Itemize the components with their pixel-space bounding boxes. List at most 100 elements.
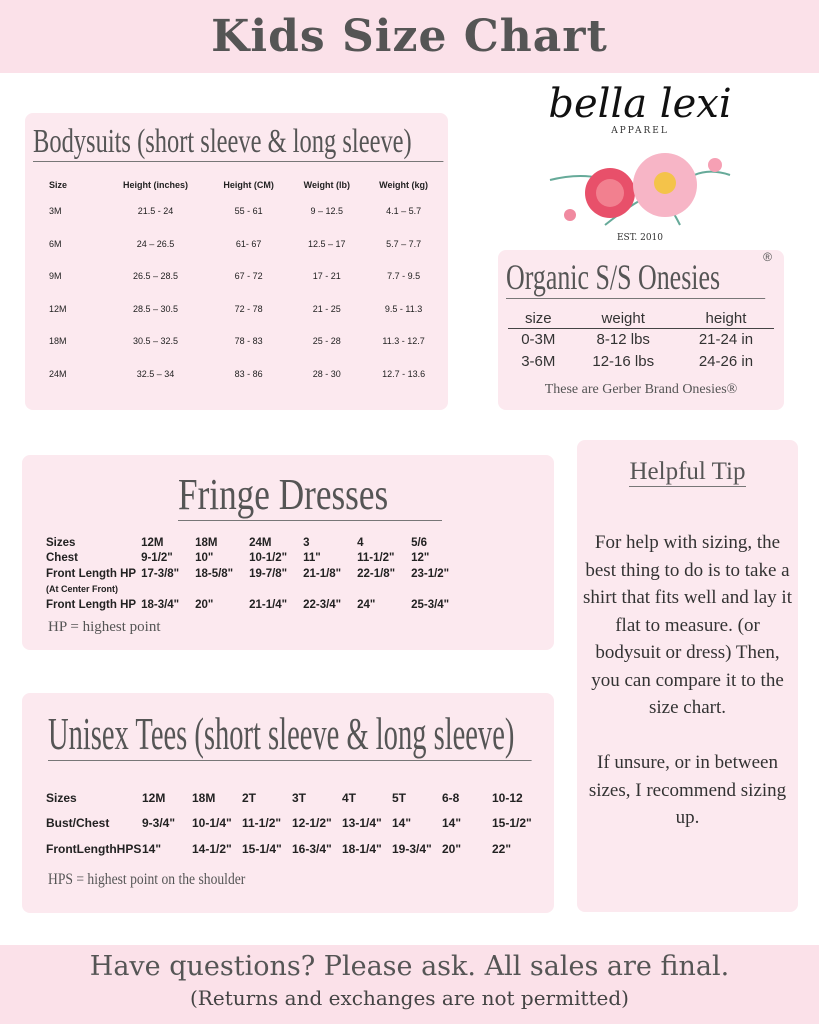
tees-table: Sizes 12M 18M 2T 3T 4T 5T 6-8 10-12 Bust/Chest 9-3… (46, 785, 542, 862)
table-cell: 12" (411, 552, 430, 565)
tees-title: Unisex Tees (short sleeve & long sleeve) (48, 707, 532, 761)
table-row: 12M 28.5 – 30.5 72 - 78 21 - 25 9.5 - 11.3 (33, 293, 443, 326)
column-header: Weight (lb) (303, 180, 350, 190)
table-cell: 10-12 (492, 790, 523, 805)
table-cell: 78 - 83 (234, 336, 263, 347)
table-cell: FrontLengthHPS (46, 841, 142, 856)
table-cell: 18M (192, 790, 216, 805)
table-cell (357, 582, 411, 598)
table-cell: 14" (392, 816, 412, 831)
table-cell: 67 - 72 (234, 271, 263, 282)
table-row: Sizes 12M 18M 24M 3 4 5/6 (46, 535, 465, 551)
table-cell: 24M (49, 368, 67, 379)
footer-line-2: (Returns and exchanges are not permitted… (190, 986, 629, 1010)
table-cell: 83 - 86 (234, 368, 263, 379)
table-cell: 18-1/4" (342, 841, 382, 856)
brand-logo: bella lexi APPAREL EST. 2010 (530, 75, 750, 245)
table-cell: 7.7 - 9.5 (387, 271, 421, 282)
table-cell: 25-3/4" (411, 598, 450, 611)
table-cell: (At Center Front) (46, 584, 118, 595)
column-header: weight (568, 310, 678, 329)
table-cell: 16-3/4" (292, 841, 332, 856)
table-row: Chest 9-1/2" 10" 10-1/2" 11" 11-1/2" 12" (46, 551, 465, 567)
table-cell: 18-3/4" (141, 598, 180, 611)
table-row: Front Length HP 17-3/8" 18-5/8" 19-7/8" 21-1… (46, 566, 465, 582)
unisex-tees-panel: Unisex Tees (short sleeve & long sleeve)… (22, 693, 554, 913)
table-cell: Chest (46, 552, 78, 565)
table-cell: 21 - 25 (312, 303, 341, 314)
table-cell: 12M (49, 303, 67, 314)
table-cell: 22-3/4" (303, 598, 342, 611)
table-cell: 12.5 – 17 (308, 238, 346, 249)
table-cell: 13-1/4" (342, 816, 382, 831)
table-cell: 10" (195, 552, 214, 565)
table-cell: 22-1/8" (357, 567, 396, 580)
footer-line-1: Have questions? Please ask. All sales ar… (89, 951, 730, 982)
header-band: Kids Size Chart (0, 0, 819, 73)
table-cell: 14" (142, 841, 162, 856)
table-row: 9M 26.5 – 28.5 67 - 72 17 - 21 7.7 - 9.5 (33, 260, 443, 293)
footer-band: Have questions? Please ask. All sales ar… (0, 945, 819, 1024)
table-cell: 21.5 - 24 (137, 206, 174, 217)
organic-title: Organic S/S Onesies (506, 256, 766, 299)
table-cell: 72 - 78 (234, 303, 263, 314)
helpful-tip-panel: Helpful Tip For help with sizing, the be… (577, 440, 798, 912)
table-cell: 15-1/2" (492, 816, 532, 831)
column-header: Height (CM) (223, 180, 274, 190)
table-cell: 21-24 in (698, 331, 754, 349)
table-cell: 12-1/2" (292, 816, 332, 831)
table-cell: 24 – 26.5 (136, 238, 175, 249)
table-cell: 20" (442, 841, 462, 856)
table-cell: 18-5/8" (195, 567, 234, 580)
table-row: 3-6M 12-16 lbs 24-26 in (508, 351, 774, 373)
svg-text:APPAREL: APPAREL (610, 126, 669, 136)
table-cell: 30.5 – 32.5 (132, 336, 178, 347)
registered-mark: ® (763, 250, 772, 264)
table-row: 3M 21.5 - 24 55 - 61 9 – 12.5 4.1 – 5.7 (33, 195, 443, 228)
table-cell: Sizes (46, 790, 77, 805)
table-cell: 5/6 (411, 536, 428, 549)
page-title: Kids Size Chart (211, 11, 608, 62)
table-cell: 24" (357, 598, 376, 611)
table-cell: Front Length HP (46, 598, 137, 611)
bodysuits-title: Bodysuits (short sleeve & long sleeve) (33, 123, 444, 162)
table-cell: 21-1/4" (249, 598, 288, 611)
table-cell (249, 582, 303, 598)
table-cell: 14" (442, 816, 462, 831)
fringe-note: HP = highest point (48, 619, 161, 635)
table-cell: 6M (49, 238, 62, 249)
table-row: 6M 24 – 26.5 61- 67 12.5 – 17 5.7 – 7.7 (33, 228, 443, 261)
table-cell: 28.5 – 30.5 (132, 303, 178, 314)
table-cell: 28 - 30 (312, 368, 341, 379)
table-cell: 5.7 – 7.7 (386, 238, 422, 249)
column-header: Height (inches) (122, 180, 188, 190)
table-cell: 61- 67 (235, 238, 262, 249)
table-cell: 24M (249, 536, 272, 549)
table-cell: 3M (49, 206, 62, 217)
table-row: 24M 32.5 – 34 83 - 86 28 - 30 12.7 - 13.6 (33, 358, 443, 391)
table-cell (303, 582, 357, 598)
table-cell: 10-1/2" (249, 552, 288, 565)
column-header: Weight (kg) (379, 180, 428, 190)
table-cell: 2T (242, 790, 257, 805)
table-cell: 12.7 - 13.6 (382, 368, 426, 379)
table-cell: 21-1/8" (303, 567, 342, 580)
table-cell: 11" (303, 552, 321, 565)
table-cell: 25 - 28 (312, 336, 341, 347)
table-cell (411, 582, 465, 598)
table-cell: 4T (342, 790, 357, 805)
table-cell: 4.1 – 5.7 (386, 206, 422, 217)
tip-text: For help with sizing, the best thing to … (583, 532, 792, 828)
table-cell: 55 - 61 (234, 206, 263, 217)
table-cell: 4 (357, 536, 364, 549)
column-header: height (677, 310, 774, 329)
svg-text:bella lexi: bella lexi (548, 81, 731, 127)
table-cell: 5T (392, 790, 407, 805)
table-cell: 18M (195, 536, 218, 549)
table-cell (141, 582, 195, 598)
table-cell: 26.5 – 28.5 (132, 271, 178, 282)
table-cell: 9-3/4" (142, 816, 176, 831)
table-cell: 6-8 (442, 790, 460, 805)
table-cell: 0-3M (521, 331, 556, 349)
table-cell: 17 - 21 (312, 271, 341, 282)
